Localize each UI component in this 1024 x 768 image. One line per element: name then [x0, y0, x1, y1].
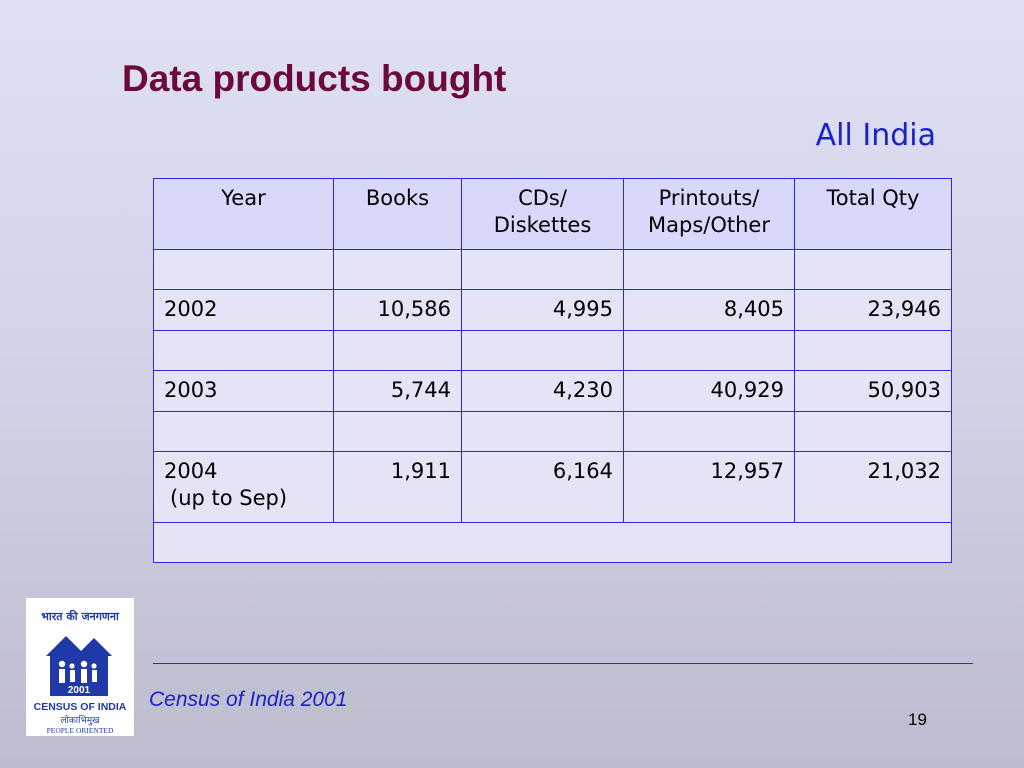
header-year: Year: [153, 178, 334, 250]
cell-year: 2002: [153, 289, 334, 331]
cell-total: 21,032: [794, 451, 952, 523]
data-products-table: Year Books CDs/Diskettes Printouts/Maps/…: [153, 178, 952, 563]
page-number: 19: [908, 710, 927, 729]
cell-cds: 4,230: [461, 370, 624, 412]
svg-text:भारत की जनगणना: भारत की जनगणना: [41, 609, 120, 623]
cell-total: 50,903: [794, 370, 952, 412]
region-label: All India: [815, 118, 936, 153]
cell-books: 5,744: [333, 370, 462, 412]
cell-printouts: 40,929: [623, 370, 795, 412]
cell-books: 10,586: [333, 289, 462, 331]
table-spacer-row: [153, 249, 952, 290]
header-cds-diskettes: CDs/Diskettes: [461, 178, 624, 250]
header-books: Books: [333, 178, 462, 250]
table-header-row: Year Books CDs/Diskettes Printouts/Maps/…: [153, 178, 952, 250]
cell-total: 23,946: [794, 289, 952, 331]
year-note: (up to Sep): [170, 486, 288, 511]
cell-printouts: 12,957: [623, 451, 795, 523]
slide-title: Data products bought: [122, 58, 507, 99]
table-row: 2003 5,744 4,230 40,929 50,903: [153, 370, 952, 412]
table-row: 2002 10,586 4,995 8,405 23,946: [153, 289, 952, 331]
svg-text:2001: 2001: [68, 685, 91, 696]
table-spacer-row: [153, 411, 952, 452]
cell-year: 2003: [153, 370, 334, 412]
svg-text:CENSUS OF INDIA: CENSUS OF INDIA: [34, 701, 127, 713]
census-of-india-logo-icon: 2001 भारत की जनगणना CENSUS OF INDIA लोका…: [26, 598, 134, 736]
year-value: 2004: [164, 459, 218, 483]
census-of-india-logo: 2001 भारत की जनगणना CENSUS OF INDIA लोका…: [26, 598, 134, 736]
header-printouts-maps-other: Printouts/Maps/Other: [623, 178, 795, 250]
footer-caption: Census of India 2001: [149, 688, 348, 711]
cell-year: 2004 (up to Sep): [153, 451, 334, 523]
svg-text:PEOPLE ORIENTED: PEOPLE ORIENTED: [47, 726, 114, 735]
table-row: 2004 (up to Sep) 1,911 6,164 12,957 21,03…: [153, 451, 952, 523]
svg-text:लोकाभिमुख: लोकाभिमुख: [60, 714, 100, 726]
footer-divider: [153, 663, 973, 664]
cell-books: 1,911: [333, 451, 462, 523]
cell-cds: 4,995: [461, 289, 624, 331]
cell-printouts: 8,405: [623, 289, 795, 331]
table-footer-row: [153, 522, 952, 563]
header-total-qty: Total Qty: [794, 178, 952, 250]
table-spacer-row: [153, 330, 952, 371]
cell-cds: 6,164: [461, 451, 624, 523]
